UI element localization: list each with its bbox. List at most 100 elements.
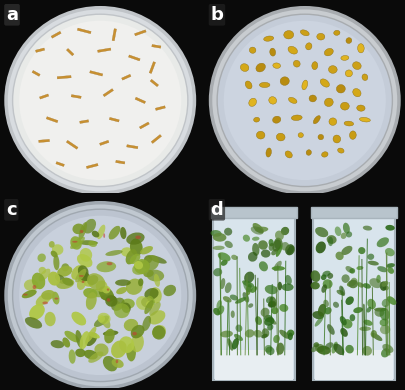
Ellipse shape (70, 237, 85, 249)
Ellipse shape (327, 273, 333, 279)
Ellipse shape (245, 81, 252, 89)
Bar (135, 97, 146, 104)
Ellipse shape (315, 241, 326, 254)
Ellipse shape (121, 299, 135, 309)
Ellipse shape (92, 230, 99, 238)
Ellipse shape (382, 344, 394, 353)
Ellipse shape (101, 295, 116, 301)
Ellipse shape (126, 249, 137, 264)
Ellipse shape (251, 286, 257, 293)
Ellipse shape (149, 287, 162, 303)
Ellipse shape (94, 316, 109, 327)
Ellipse shape (241, 64, 249, 71)
Ellipse shape (140, 246, 153, 254)
Bar (156, 106, 165, 110)
Ellipse shape (266, 296, 273, 303)
Ellipse shape (19, 21, 181, 180)
Ellipse shape (138, 278, 143, 286)
Ellipse shape (131, 325, 145, 339)
Ellipse shape (244, 271, 254, 283)
Ellipse shape (276, 245, 282, 257)
Ellipse shape (298, 133, 303, 138)
Ellipse shape (126, 343, 136, 362)
Ellipse shape (75, 269, 86, 282)
Ellipse shape (317, 33, 325, 40)
Ellipse shape (259, 82, 270, 87)
Ellipse shape (315, 344, 325, 353)
Ellipse shape (111, 298, 125, 311)
Ellipse shape (287, 330, 294, 337)
Ellipse shape (105, 295, 117, 307)
Ellipse shape (369, 278, 382, 288)
Ellipse shape (353, 89, 361, 97)
Ellipse shape (114, 303, 130, 318)
Ellipse shape (311, 344, 319, 352)
Ellipse shape (311, 270, 320, 282)
Ellipse shape (83, 219, 96, 234)
Ellipse shape (52, 244, 64, 255)
Ellipse shape (385, 248, 394, 256)
Ellipse shape (387, 296, 396, 305)
Ellipse shape (284, 30, 294, 39)
Ellipse shape (313, 342, 319, 347)
Ellipse shape (323, 279, 333, 289)
Ellipse shape (36, 293, 52, 306)
Text: d: d (211, 201, 223, 219)
Ellipse shape (329, 118, 337, 125)
Ellipse shape (368, 261, 379, 266)
Ellipse shape (134, 261, 143, 269)
Ellipse shape (377, 266, 388, 272)
Bar (122, 74, 131, 80)
Ellipse shape (111, 359, 124, 368)
Bar (39, 94, 49, 99)
Ellipse shape (348, 280, 358, 288)
Ellipse shape (88, 241, 97, 247)
Ellipse shape (224, 21, 386, 180)
Ellipse shape (245, 329, 254, 338)
Ellipse shape (243, 292, 249, 303)
Ellipse shape (269, 239, 274, 246)
Ellipse shape (45, 312, 55, 326)
Ellipse shape (107, 262, 113, 265)
Bar (315, 350, 393, 380)
Ellipse shape (104, 329, 115, 343)
Ellipse shape (147, 269, 164, 282)
Ellipse shape (350, 314, 355, 321)
Ellipse shape (273, 335, 280, 343)
Ellipse shape (84, 350, 98, 360)
Bar (109, 117, 119, 122)
Ellipse shape (152, 326, 166, 340)
Ellipse shape (261, 250, 271, 258)
Ellipse shape (271, 249, 278, 255)
Ellipse shape (386, 263, 395, 268)
Ellipse shape (281, 242, 289, 250)
Ellipse shape (358, 44, 364, 53)
Ellipse shape (149, 302, 161, 316)
Ellipse shape (221, 260, 228, 266)
Ellipse shape (274, 261, 282, 271)
Ellipse shape (341, 55, 349, 60)
Ellipse shape (77, 278, 86, 290)
Ellipse shape (130, 254, 141, 264)
Ellipse shape (152, 325, 166, 339)
Ellipse shape (285, 244, 295, 255)
Ellipse shape (77, 254, 92, 268)
Ellipse shape (243, 280, 253, 292)
Bar (139, 122, 149, 129)
Ellipse shape (76, 330, 83, 348)
Ellipse shape (335, 227, 341, 236)
Ellipse shape (223, 296, 232, 303)
Bar (66, 140, 78, 149)
Ellipse shape (276, 133, 285, 141)
Bar (46, 117, 58, 123)
Ellipse shape (213, 268, 222, 277)
Bar (295, 195, 313, 388)
Ellipse shape (116, 287, 127, 294)
Ellipse shape (88, 351, 104, 363)
Ellipse shape (225, 282, 232, 293)
Ellipse shape (134, 259, 150, 274)
Ellipse shape (363, 226, 372, 230)
Ellipse shape (346, 38, 352, 43)
Ellipse shape (264, 36, 274, 41)
Ellipse shape (253, 223, 264, 234)
